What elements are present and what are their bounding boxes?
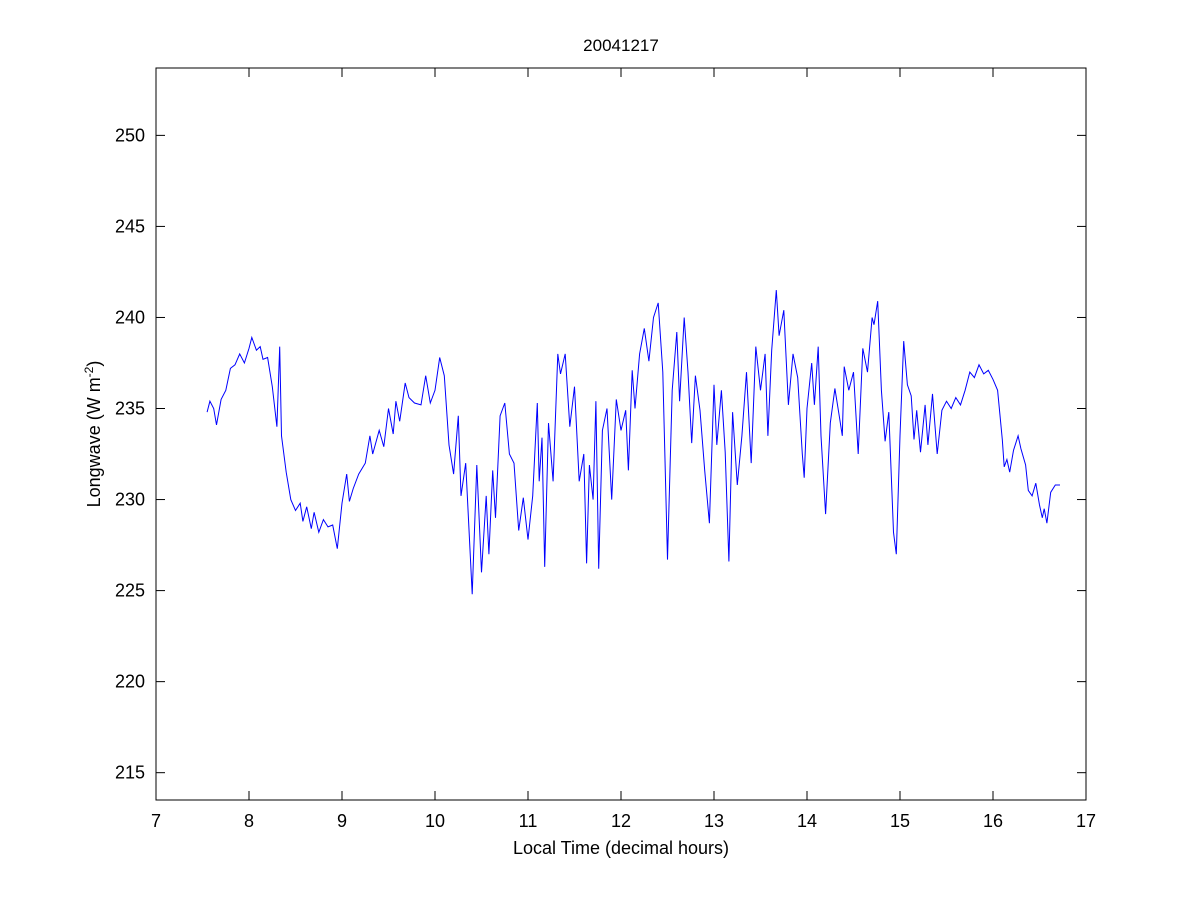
x-axis-label: Local Time (decimal hours) [513, 838, 729, 858]
y-tick-label: 225 [115, 581, 145, 601]
x-tick-label: 13 [704, 811, 724, 831]
x-tick-label: 8 [244, 811, 254, 831]
x-tick-label: 11 [519, 811, 538, 831]
y-axis-label-close: ) [84, 361, 104, 367]
y-tick-label: 245 [115, 216, 145, 236]
y-tick-label: 230 [115, 490, 145, 510]
x-tick-label: 7 [151, 811, 161, 831]
x-tick-label: 9 [337, 811, 347, 831]
x-tick-label: 12 [611, 811, 631, 831]
y-tick-label: 215 [115, 763, 145, 783]
x-tick-label: 17 [1076, 811, 1096, 831]
y-axis-label-superscript: -2 [82, 366, 96, 377]
chart-title: 20041217 [583, 36, 659, 55]
y-axis-label-base: Longwave (W m [84, 377, 104, 507]
y-tick-label: 220 [115, 672, 145, 692]
axis-ticks: 7 8 9 10 11 12 13 14 15 16 17 215 220 225 230 235 240 245… [115, 68, 1096, 831]
series-line-longwave [206, 290, 1060, 595]
x-tick-label: 10 [425, 811, 445, 831]
y-tick-label: 235 [115, 399, 145, 419]
y-tick-label: 250 [115, 125, 145, 145]
y-tick-label: 240 [115, 307, 145, 327]
plot-area [155, 67, 1087, 801]
x-tick-label: 15 [890, 811, 910, 831]
x-tick-label: 16 [983, 811, 1003, 831]
x-tick-label: 14 [797, 811, 817, 831]
y-axis-label: Longwave (W m-2) [82, 361, 104, 508]
